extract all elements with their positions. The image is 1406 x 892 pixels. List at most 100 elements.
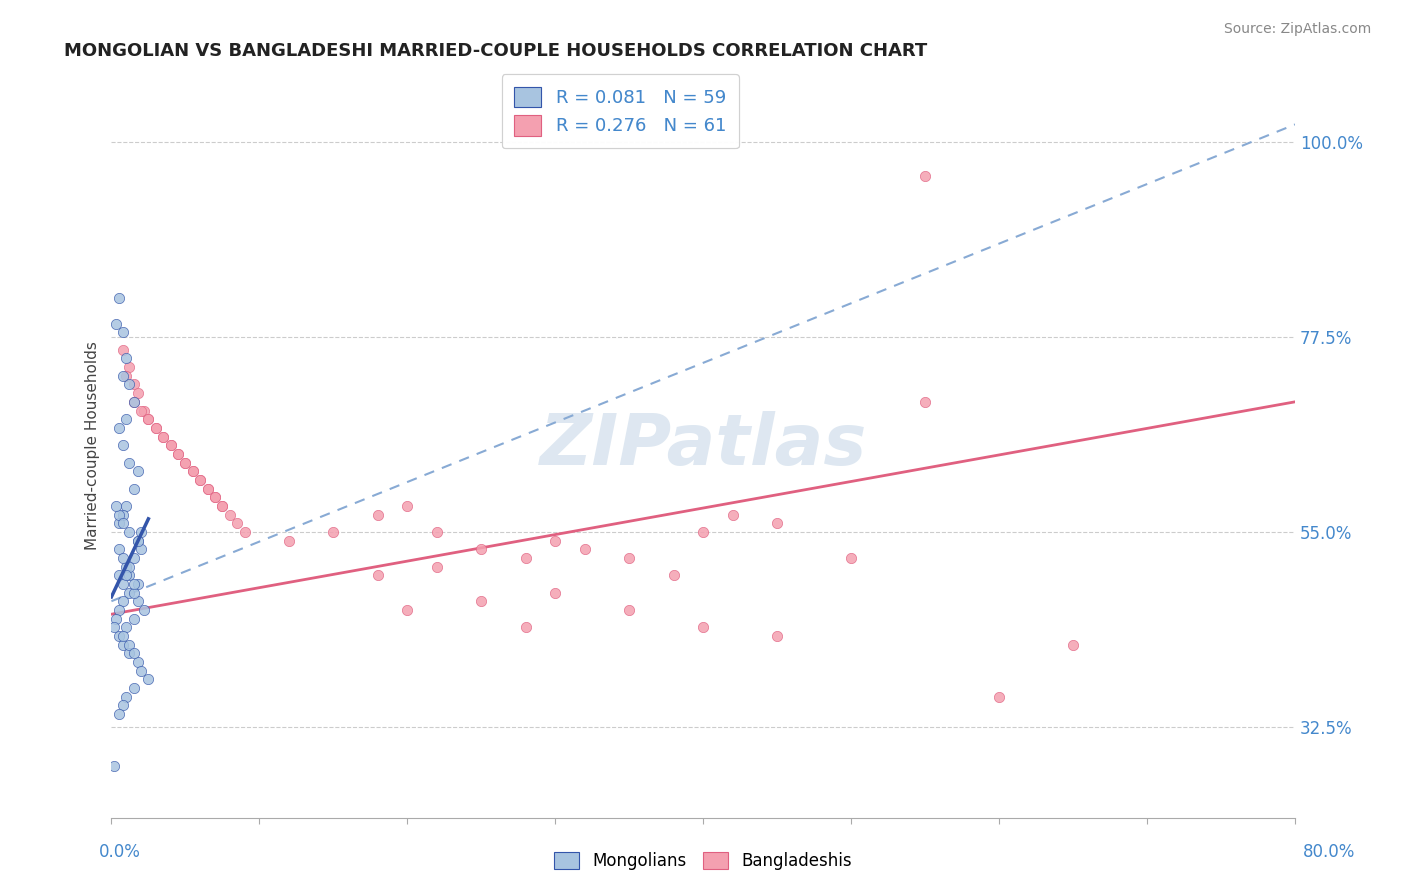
Point [112, 577, 135, 591]
Point [167, 447, 190, 461]
Point [211, 499, 233, 513]
Legend: R = 0.081   N = 59, R = 0.276   N = 61: R = 0.081 N = 59, R = 0.276 N = 61 [502, 74, 740, 148]
Point [112, 438, 135, 452]
Point [112, 368, 135, 383]
Point [167, 447, 190, 461]
Point [115, 412, 138, 426]
Point [766, 629, 789, 643]
Point [108, 291, 131, 305]
Point [122, 681, 145, 695]
Point [108, 421, 131, 435]
Point [470, 594, 492, 608]
Point [181, 464, 204, 478]
Point [103, 620, 125, 634]
Point [426, 524, 449, 539]
Point [112, 698, 135, 713]
Point [112, 550, 135, 565]
Point [426, 559, 449, 574]
Point [115, 368, 138, 383]
Point [108, 516, 131, 531]
Point [118, 524, 141, 539]
Point [115, 499, 138, 513]
Point [138, 412, 160, 426]
Point [396, 499, 419, 513]
Point [118, 456, 141, 470]
Point [112, 326, 135, 340]
Point [118, 559, 141, 574]
Point [127, 594, 149, 608]
Text: 80.0%: 80.0% [1302, 843, 1355, 861]
Point [108, 568, 131, 582]
Point [129, 664, 152, 678]
Point [233, 524, 256, 539]
Point [839, 550, 862, 565]
Point [914, 169, 936, 184]
Point [211, 499, 233, 513]
Point [278, 533, 301, 548]
Point [152, 429, 174, 443]
Point [721, 508, 744, 522]
Point [574, 542, 596, 557]
Text: 0.0%: 0.0% [98, 843, 141, 861]
Point [118, 638, 141, 652]
Point [181, 464, 204, 478]
Point [108, 542, 131, 557]
Point [112, 343, 135, 357]
Point [129, 542, 152, 557]
Point [108, 629, 131, 643]
Point [112, 629, 135, 643]
Point [197, 482, 219, 496]
Point [122, 550, 145, 565]
Point [367, 568, 389, 582]
Point [692, 524, 714, 539]
Point [367, 508, 389, 522]
Point [145, 421, 167, 435]
Point [112, 516, 135, 531]
Point [127, 533, 149, 548]
Point [396, 603, 419, 617]
Point [204, 490, 226, 504]
Point [322, 524, 344, 539]
Text: Source: ZipAtlas.com: Source: ZipAtlas.com [1223, 22, 1371, 37]
Point [112, 594, 135, 608]
Point [515, 550, 537, 565]
Point [174, 456, 197, 470]
Point [544, 533, 567, 548]
Point [127, 533, 149, 548]
Point [122, 646, 145, 660]
Point [122, 394, 145, 409]
Point [1062, 638, 1084, 652]
Point [544, 585, 567, 599]
Point [226, 516, 249, 531]
Point [118, 568, 141, 582]
Point [129, 524, 152, 539]
Point [108, 603, 131, 617]
Point [152, 429, 174, 443]
Point [218, 508, 240, 522]
Point [118, 377, 141, 392]
Point [766, 516, 789, 531]
Text: ZIPatlas: ZIPatlas [540, 410, 868, 480]
Point [619, 550, 641, 565]
Point [988, 690, 1011, 704]
Point [115, 351, 138, 366]
Point [138, 672, 160, 686]
Point [138, 412, 160, 426]
Point [127, 577, 149, 591]
Point [122, 394, 145, 409]
Point [619, 603, 641, 617]
Point [127, 655, 149, 669]
Point [122, 377, 145, 392]
Point [159, 438, 181, 452]
Point [103, 759, 125, 773]
Point [127, 464, 149, 478]
Point [122, 577, 145, 591]
Point [104, 317, 127, 331]
Point [129, 403, 152, 417]
Point [159, 438, 181, 452]
Point [104, 611, 127, 625]
Point [112, 508, 135, 522]
Point [145, 421, 167, 435]
Point [204, 490, 226, 504]
Point [104, 499, 127, 513]
